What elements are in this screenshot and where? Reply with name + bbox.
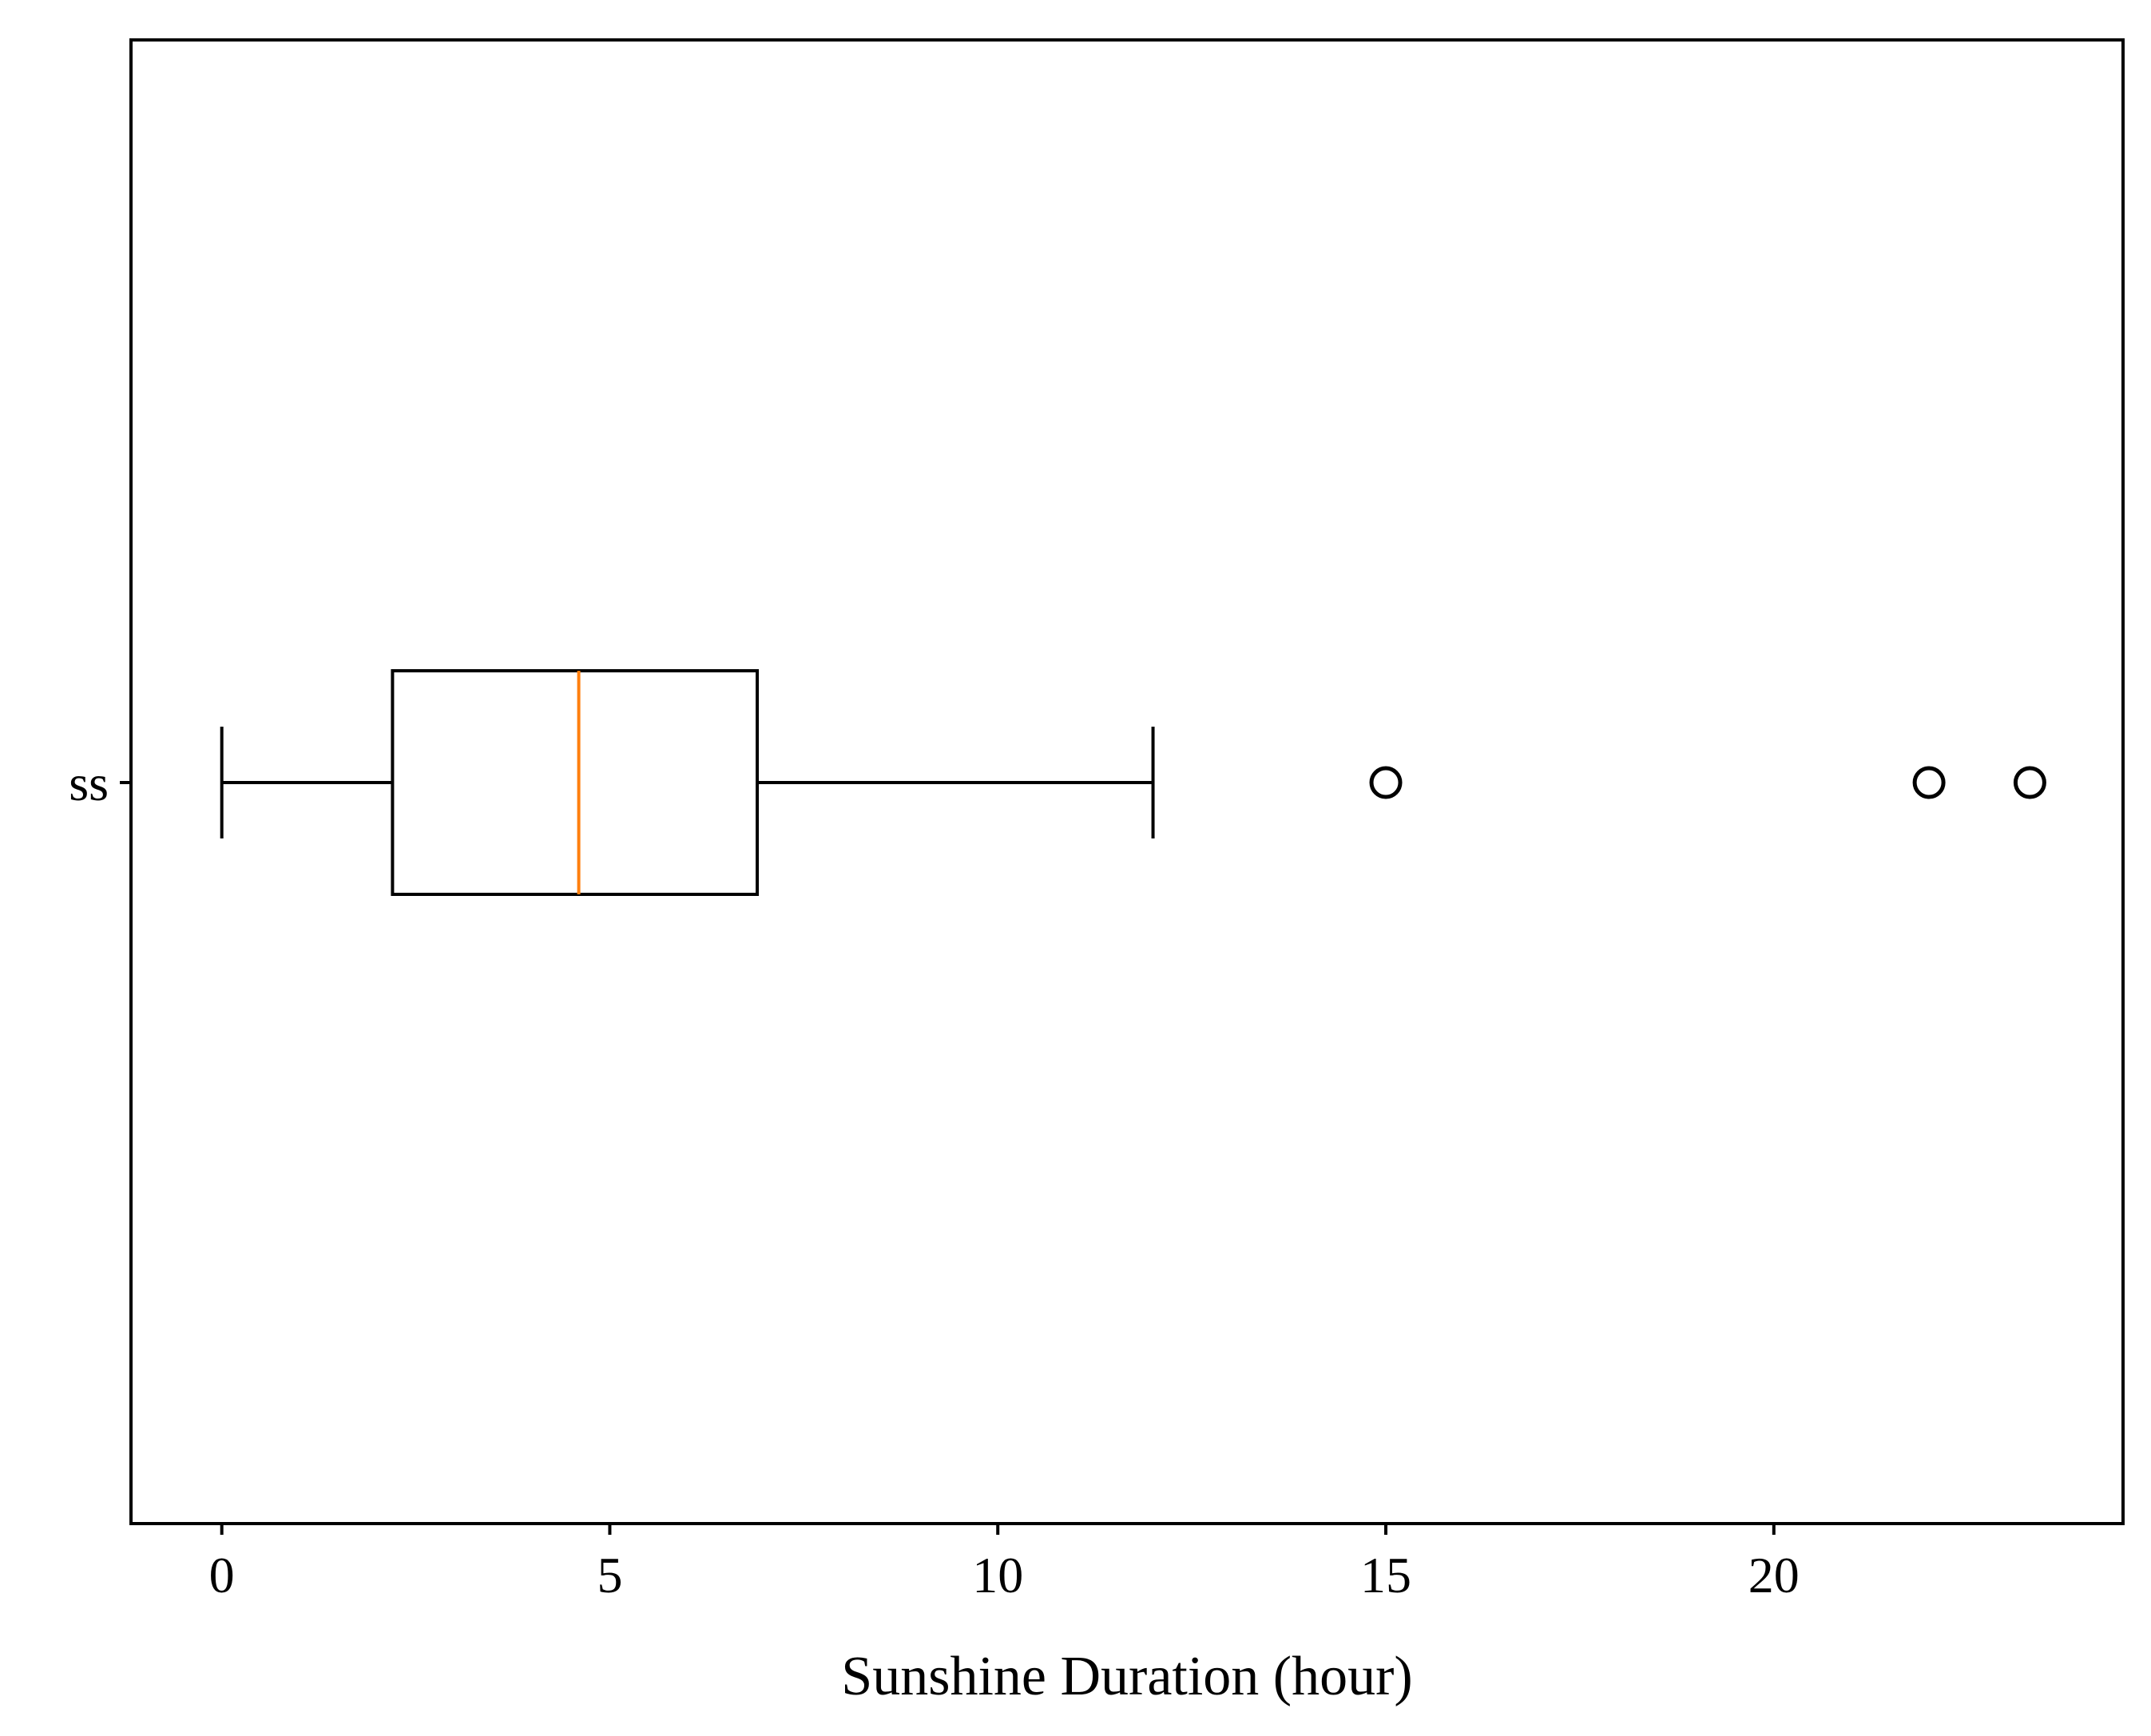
outlier-point (1912, 766, 1946, 799)
x-tick-label: 0 (209, 1547, 235, 1603)
iqr-box (391, 669, 760, 896)
x-tick-label: 10 (972, 1547, 1023, 1603)
outlier-point (2013, 766, 2046, 799)
x-tick-label: 20 (1748, 1547, 1800, 1603)
chart-marks (220, 669, 2046, 896)
y-tick-label: ss (69, 755, 109, 811)
x-tick-label: 15 (1360, 1547, 1411, 1603)
x-axis: 0 5 10 15 20 (209, 1524, 1800, 1603)
x-tick-label: 5 (597, 1547, 622, 1603)
outlier-point (1369, 766, 1403, 799)
x-axis-label: Sunshine Duration (hour) (841, 1646, 1412, 1707)
y-axis: ss (69, 755, 131, 811)
